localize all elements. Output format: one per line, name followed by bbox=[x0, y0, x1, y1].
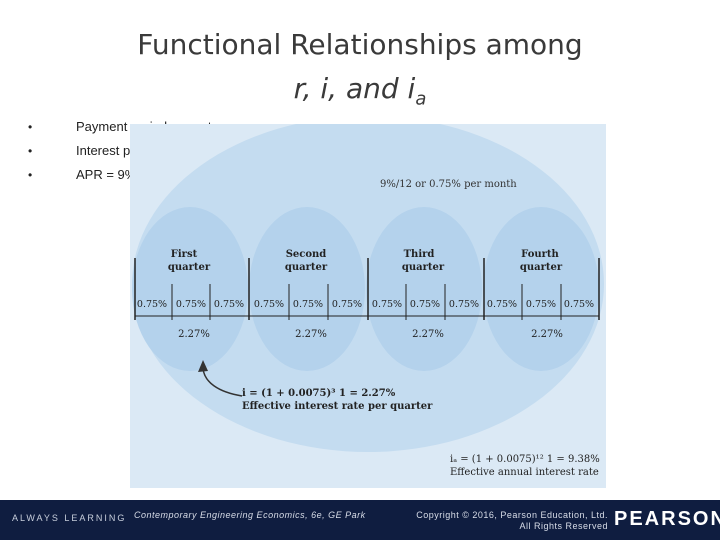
annual-formula: iₐ = (1 + 0.0075)¹² 1 = 9.38% bbox=[450, 454, 600, 465]
slide-title-line1: Functional Relationships among bbox=[137, 28, 583, 61]
quarter-ellipse-2 bbox=[249, 207, 365, 371]
pearson-logo: PEARSON bbox=[614, 508, 720, 530]
quarter-ellipse-3 bbox=[366, 207, 482, 371]
quarter-label-line1: Second bbox=[286, 249, 327, 260]
footer-tagline: ALWAYS LEARNING bbox=[12, 513, 127, 523]
quarter-ellipse-1 bbox=[132, 207, 248, 371]
monthly-rate: 0.75% bbox=[487, 299, 517, 310]
quarter-formula: i = (1 + 0.0075)³ 1 = 2.27% bbox=[242, 388, 396, 399]
quarter-label-line2: quarter bbox=[168, 262, 211, 273]
quarter-label-line2: quarter bbox=[520, 262, 563, 273]
monthly-rate: 0.75% bbox=[176, 299, 206, 310]
footer-copyright-line1: Copyright © 2016, Pearson Education, Ltd… bbox=[416, 510, 608, 520]
bullet-dot: • bbox=[28, 120, 33, 134]
quarter-label-line2: quarter bbox=[285, 262, 328, 273]
monthly-rate: 0.75% bbox=[332, 299, 362, 310]
quarter-ellipse-4 bbox=[483, 207, 599, 371]
interest-diagram: 9%/12 or 0.75% per month First quarter S… bbox=[130, 124, 606, 488]
monthly-rate: 0.75% bbox=[449, 299, 479, 310]
quarter-label-line1: Fourth bbox=[521, 249, 559, 260]
monthly-rate: 0.75% bbox=[214, 299, 244, 310]
quarter-effective-rate: 2.27% bbox=[531, 329, 563, 340]
footer-book-title: Contemporary Engineering Economics, 6e, … bbox=[134, 510, 366, 520]
footer-bar: ALWAYS LEARNING Contemporary Engineering… bbox=[0, 500, 720, 540]
quarter-label-line1: First bbox=[171, 249, 198, 260]
quarter-effective-rate: 2.27% bbox=[178, 329, 210, 340]
quarter-effective-rate: 2.27% bbox=[295, 329, 327, 340]
monthly-rate: 0.75% bbox=[410, 299, 440, 310]
quarter-label-line1: Third bbox=[404, 249, 435, 260]
quarter-label-line2: quarter bbox=[402, 262, 445, 273]
quarter-effective-rate: 2.27% bbox=[412, 329, 444, 340]
bullet-dot: • bbox=[28, 144, 33, 158]
slide-title-line2: r, i, and ia bbox=[60, 72, 660, 110]
title-line2-main: r, i, and i bbox=[293, 72, 416, 105]
title-line2-subscript: a bbox=[415, 88, 427, 110]
monthly-rate: 0.75% bbox=[372, 299, 402, 310]
monthly-rate-label: 9%/12 or 0.75% per month bbox=[380, 179, 517, 190]
monthly-rate: 0.75% bbox=[526, 299, 556, 310]
quarter-formula-caption: Effective interest rate per quarter bbox=[242, 401, 433, 412]
annual-formula-caption: Effective annual interest rate bbox=[450, 467, 599, 478]
monthly-rate: 0.75% bbox=[137, 299, 167, 310]
arrow-head-icon bbox=[198, 360, 208, 372]
bullet-dot: • bbox=[28, 168, 33, 182]
footer-copyright-line2: All Rights Reserved bbox=[519, 521, 608, 531]
monthly-rate: 0.75% bbox=[564, 299, 594, 310]
monthly-rate: 0.75% bbox=[293, 299, 323, 310]
monthly-rate: 0.75% bbox=[254, 299, 284, 310]
footer-copyright: Copyright © 2016, Pearson Education, Ltd… bbox=[380, 510, 608, 532]
